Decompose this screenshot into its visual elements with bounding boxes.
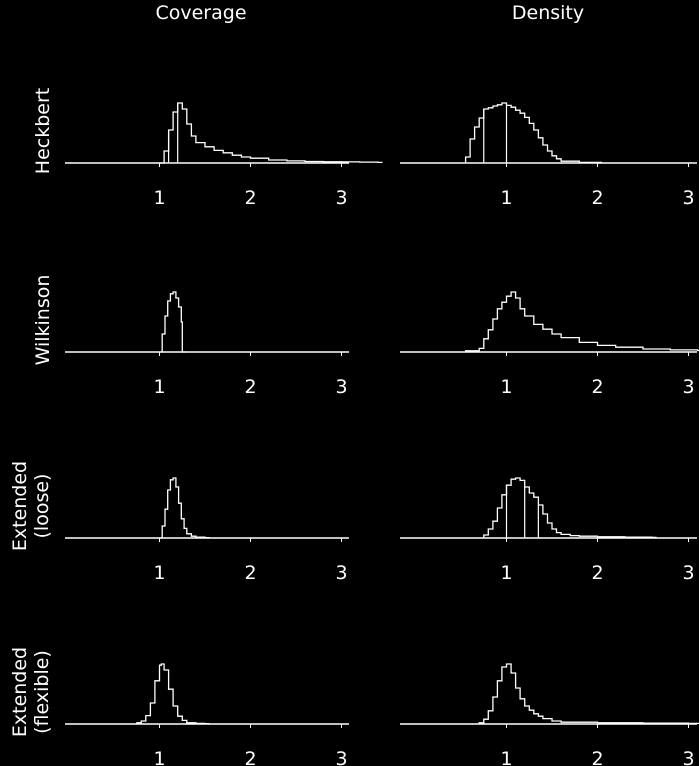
x-tick-label: 2 <box>244 562 256 584</box>
row-label: Extended <box>9 647 31 737</box>
row-label: Extended <box>9 461 31 551</box>
x-tick-label: 1 <box>153 748 165 766</box>
row-label: (loose) <box>31 474 53 539</box>
x-tick-label: 1 <box>153 376 165 398</box>
x-tick-label: 3 <box>335 562 347 584</box>
x-tick-label: 2 <box>591 187 603 209</box>
x-tick-label: 1 <box>500 562 512 584</box>
x-tick-label: 3 <box>335 748 347 766</box>
x-tick-label: 3 <box>682 376 694 398</box>
x-tick-label: 3 <box>335 376 347 398</box>
panel-2-1: 1 2 3 <box>400 477 697 584</box>
panel-2-0: 1 2 3 <box>65 477 349 584</box>
density-series <box>464 102 602 164</box>
density-series <box>136 663 210 725</box>
panel-3-1: 1 2 3 <box>400 663 699 766</box>
row-label: Wilkinson <box>32 275 54 366</box>
row-label: (flexible) <box>31 650 53 734</box>
x-tick-label: 2 <box>591 748 603 766</box>
x-tick-label: 1 <box>500 376 512 398</box>
x-tick-label: 1 <box>500 748 512 766</box>
x-tick-label: 2 <box>591 376 603 398</box>
row-label: Heckbert <box>32 88 54 174</box>
density-series <box>159 477 210 539</box>
density-series <box>478 663 699 725</box>
panel-0-0: 1 2 3 <box>65 102 383 209</box>
x-tick-label: 2 <box>591 562 603 584</box>
x-tick-label: 2 <box>244 187 256 209</box>
panels: 1 2 3 1 2 3 1 2 3 1 2 3 1 2 3 1 2 3 1 2 3 1 2 3 <box>65 102 699 766</box>
panel-3-0: 1 2 3 <box>65 663 349 766</box>
density-series <box>159 291 187 353</box>
x-tick-label: 1 <box>153 187 165 209</box>
x-tick-label: 2 <box>244 376 256 398</box>
density-series <box>483 477 657 539</box>
panel-1-0: 1 2 3 <box>65 291 349 398</box>
density-series <box>464 291 699 352</box>
x-tick-label: 1 <box>500 187 512 209</box>
x-tick-label: 3 <box>682 562 694 584</box>
x-tick-label: 3 <box>682 187 694 209</box>
x-tick-label: 3 <box>335 187 347 209</box>
column-title-coverage: Coverage <box>155 2 246 24</box>
x-tick-label: 2 <box>244 748 256 766</box>
panel-0-1: 1 2 3 <box>400 102 697 209</box>
x-tick-label: 3 <box>682 748 694 766</box>
panel-1-1: 1 2 3 <box>400 291 699 398</box>
column-title-density: Density <box>512 2 584 24</box>
x-tick-label: 1 <box>153 562 165 584</box>
